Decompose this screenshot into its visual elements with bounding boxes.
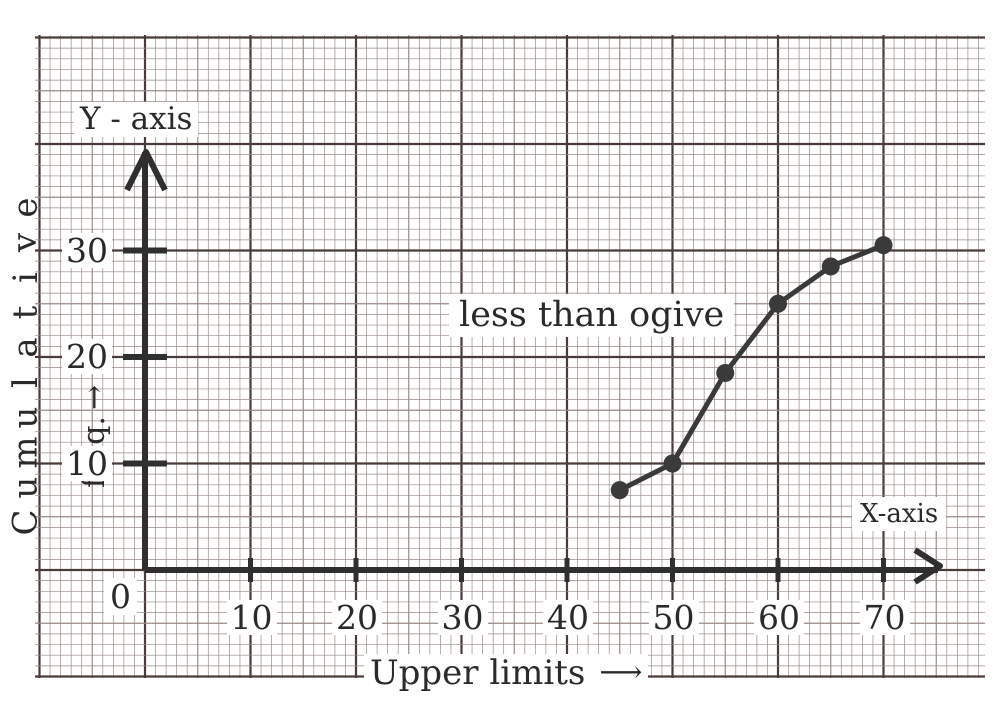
data-point [821, 257, 840, 276]
x-tick-label: 50 [648, 600, 699, 635]
y-tick-label: 10 [62, 445, 112, 481]
x-tick-label: 70 [859, 600, 910, 635]
x-axis-arrowhead [913, 547, 943, 585]
x-tick-label: 30 [437, 600, 488, 635]
y-axis-arrowhead [124, 149, 168, 192]
ogive-line [617, 242, 886, 493]
y-tick-label: 30 [62, 232, 112, 268]
axes [123, 149, 943, 585]
x-tick-label: 40 [543, 600, 593, 635]
x-tick-label: 60 [754, 600, 804, 635]
data-point [663, 454, 682, 473]
y-tick-label: 20 [62, 339, 112, 374]
xlabel: Upper limits ⟶ [364, 653, 649, 693]
arrow-right-icon: ⟶ [599, 655, 643, 690]
data-point [610, 481, 629, 500]
series-annotation: less than ogive [449, 294, 735, 337]
origin-label: 0 [104, 578, 137, 615]
x-tick-label: 10 [226, 600, 277, 635]
ogive-series [610, 236, 893, 500]
x-tick-label: 20 [332, 600, 382, 635]
data-point [769, 294, 787, 313]
xlabel-text: Upper limits [370, 653, 586, 693]
y-axis-tag: Y - axis [74, 102, 199, 137]
data-point [716, 363, 735, 382]
data-point [874, 236, 893, 255]
x-axis-tag: X-axis [852, 497, 947, 531]
arrow-up-icon: → [77, 384, 112, 411]
